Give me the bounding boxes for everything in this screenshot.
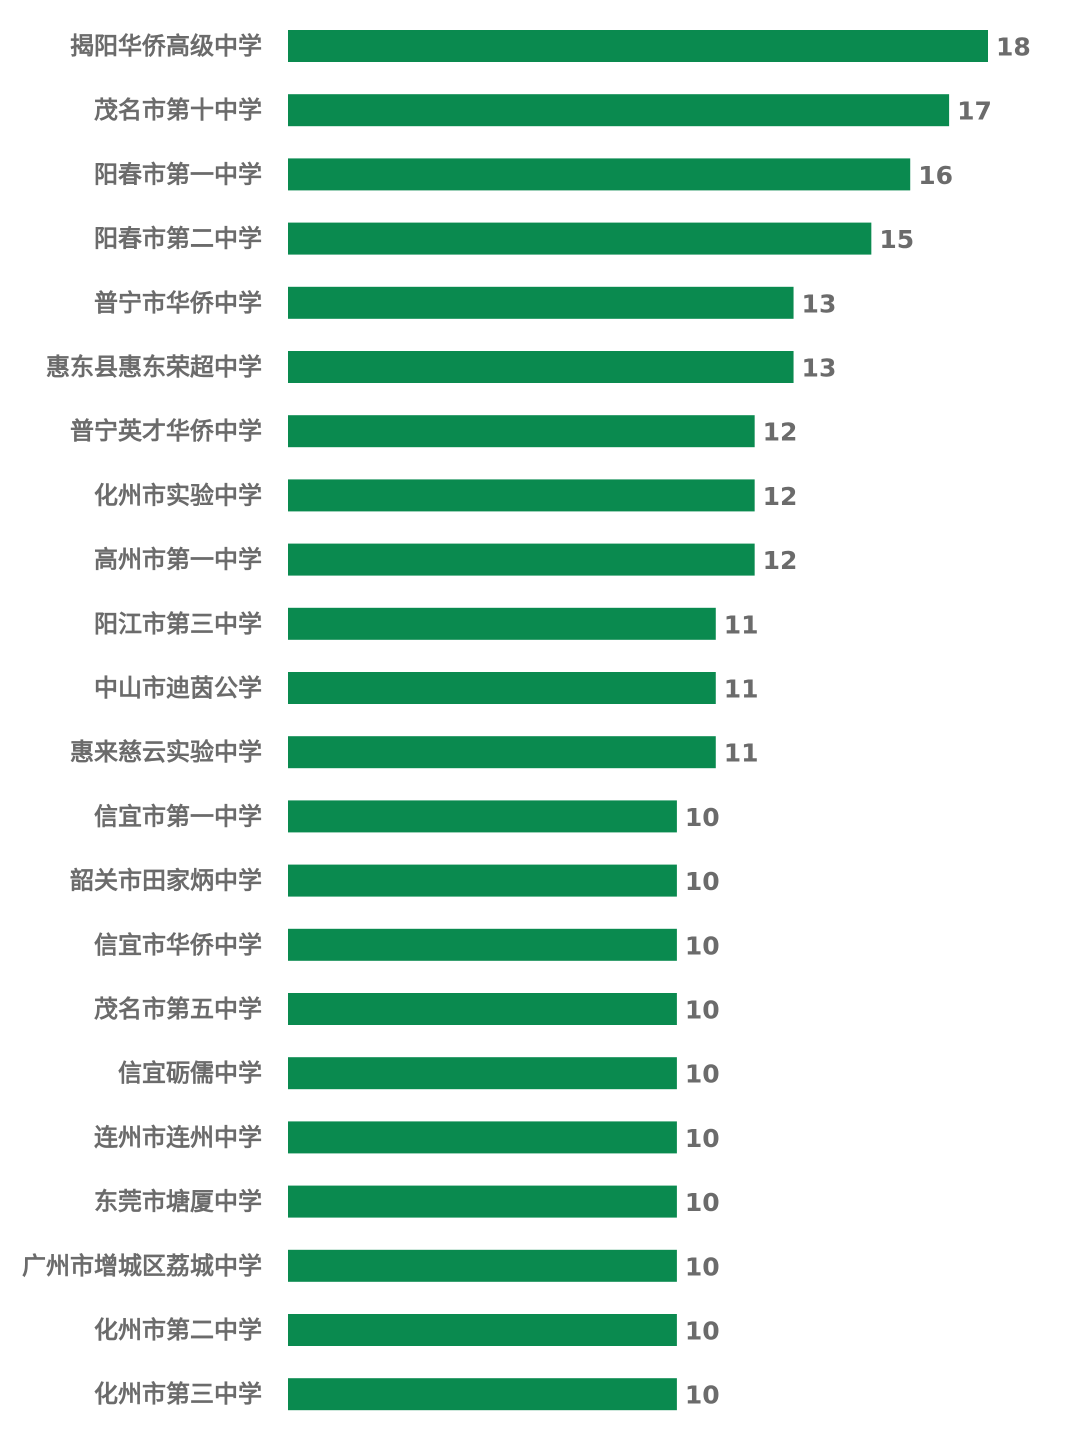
category-label: 信宜市第一中学 xyxy=(94,802,262,830)
bar xyxy=(288,1185,677,1218)
category-label: 化州市第三中学 xyxy=(94,1380,262,1408)
value-label: 12 xyxy=(763,482,798,511)
bar xyxy=(288,1314,677,1346)
value-label: 10 xyxy=(685,803,720,832)
value-label: 16 xyxy=(918,161,953,190)
category-label: 茂名市第十中学 xyxy=(94,96,262,124)
value-label: 17 xyxy=(957,97,992,126)
value-labels: 18 17 16 15 13 13 12 12 12 11 11 11 10 10 10 10 10 10 10 10… xyxy=(685,33,1031,1410)
bar xyxy=(288,30,988,62)
value-label: 10 xyxy=(685,1381,720,1410)
bar xyxy=(288,415,755,448)
bar xyxy=(288,543,755,576)
bars xyxy=(288,30,988,1411)
bar xyxy=(288,1057,677,1090)
value-label: 10 xyxy=(685,996,720,1025)
category-label: 信宜砺儒中学 xyxy=(118,1059,262,1087)
value-label: 12 xyxy=(763,418,798,447)
value-label: 15 xyxy=(879,225,914,254)
value-label: 10 xyxy=(685,931,720,960)
category-label: 化州市第二中学 xyxy=(94,1316,262,1344)
bar xyxy=(288,607,716,640)
category-label: 惠东县惠东荣超中学 xyxy=(46,353,262,381)
value-label: 10 xyxy=(685,1188,720,1217)
category-label: 惠来慈云实验中学 xyxy=(70,738,262,766)
category-label: 普宁英才华侨中学 xyxy=(70,417,262,445)
bar xyxy=(288,736,716,769)
value-label: 11 xyxy=(724,739,759,768)
category-label: 东莞市塘厦中学 xyxy=(94,1188,262,1216)
category-label: 阳春市第一中学 xyxy=(94,160,262,188)
bar xyxy=(288,222,872,255)
value-label: 10 xyxy=(685,1060,720,1089)
value-label: 11 xyxy=(724,675,759,704)
value-label: 10 xyxy=(685,1124,720,1153)
bar xyxy=(288,672,716,704)
bar xyxy=(288,800,677,833)
bar xyxy=(288,1121,677,1154)
category-label: 化州市实验中学 xyxy=(94,481,262,509)
value-label: 10 xyxy=(685,1252,720,1281)
value-label: 12 xyxy=(763,546,798,575)
category-label: 中山市迪茵公学 xyxy=(94,674,262,702)
category-label: 信宜市华侨中学 xyxy=(94,931,262,959)
category-label: 揭阳华侨高级中学 xyxy=(70,32,262,60)
bar xyxy=(288,1249,677,1282)
value-label: 11 xyxy=(724,610,759,639)
value-label: 13 xyxy=(802,354,837,383)
category-label: 阳春市第二中学 xyxy=(94,225,262,253)
category-label: 普宁市华侨中学 xyxy=(94,289,262,317)
bar xyxy=(288,479,755,512)
bar xyxy=(288,286,794,319)
value-label: 13 xyxy=(802,289,837,318)
bar xyxy=(288,1378,677,1411)
bar xyxy=(288,993,677,1025)
value-label: 10 xyxy=(685,867,720,896)
bar xyxy=(288,158,911,191)
category-labels: 揭阳华侨高级中学茂名市第十中学阳春市第一中学阳春市第二中学普宁市华侨中学惠东县惠… xyxy=(22,32,262,1408)
value-label: 18 xyxy=(996,33,1031,62)
category-label: 茂名市第五中学 xyxy=(94,995,262,1023)
category-label: 连州市连州中学 xyxy=(94,1123,262,1151)
category-label: 阳江市第三中学 xyxy=(94,610,262,638)
bar xyxy=(288,351,794,383)
category-label: 广州市增城区荔城中学 xyxy=(22,1252,262,1280)
bar xyxy=(288,864,677,897)
category-label: 高州市第一中学 xyxy=(94,546,262,574)
bar xyxy=(288,928,677,961)
category-label: 韶关市田家炳中学 xyxy=(70,867,262,895)
bar xyxy=(288,94,950,127)
value-label: 10 xyxy=(685,1317,720,1346)
